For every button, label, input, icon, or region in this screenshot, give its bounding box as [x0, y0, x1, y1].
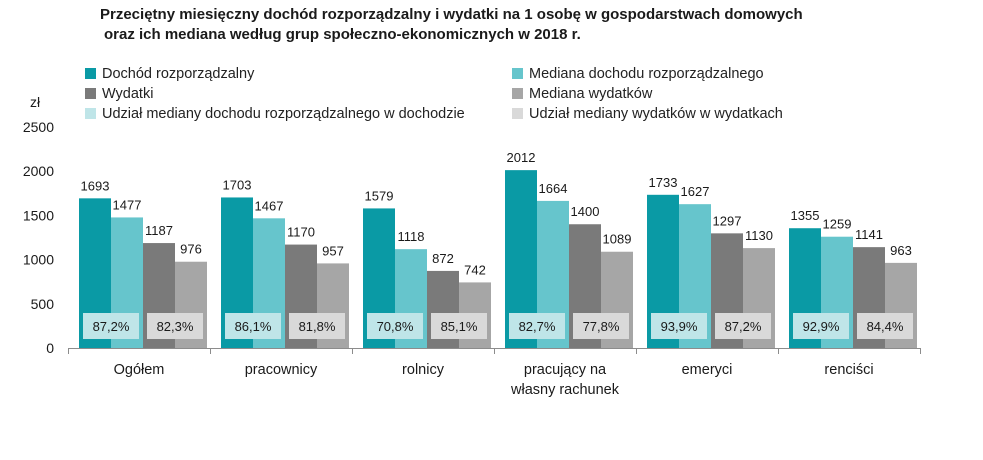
legend-item-expenses: Wydatki [85, 84, 153, 104]
share-box [651, 313, 707, 339]
bar-value-label: 1400 [571, 204, 600, 219]
share-label: 92,9% [803, 319, 840, 334]
legend-swatch-expenses-share [512, 107, 523, 119]
share-label: 84,4% [867, 319, 904, 334]
legend-swatch-expenses [85, 87, 96, 99]
share-box [147, 313, 203, 339]
bar-value-label: 1141 [855, 227, 883, 242]
share-label: 93,9% [661, 319, 698, 334]
share-label: 82,3% [157, 319, 194, 334]
legend-label-income-median: Mediana dochodu rozporządzalnego [529, 66, 764, 82]
y-tick-label: 2000 [23, 163, 54, 179]
bar-value-label: 1664 [539, 181, 568, 196]
bar-value-label: 1467 [255, 198, 284, 213]
bar-value-label: 1170 [287, 225, 315, 240]
legend-item-expenses-median: Mediana wydatków [512, 84, 652, 104]
share-label: 81,8% [299, 319, 336, 334]
legend-label-expenses: Wydatki [102, 86, 154, 102]
legend-label-expenses-share: Udział mediany wydatków w wydatkach [529, 106, 783, 122]
y-tick-label: 1500 [23, 207, 54, 223]
bar-value-label: 1089 [603, 232, 632, 247]
y-tick-label: 0 [46, 340, 54, 356]
bar-value-label: 1627 [681, 184, 710, 199]
bar-value-label: 1703 [223, 177, 252, 192]
share-box [225, 313, 281, 339]
bar-value-label: 976 [180, 242, 202, 257]
chart-title-line-1: Przeciętny miesięczny dochód rozporządza… [100, 6, 803, 23]
share-label: 85,1% [441, 319, 478, 334]
bar-value-label: 1355 [791, 208, 820, 223]
share-label: 87,2% [725, 319, 762, 334]
category-label: Ogółem [114, 362, 165, 378]
share-box [715, 313, 771, 339]
share-box [289, 313, 345, 339]
legend-label-expenses-median: Mediana wydatków [529, 86, 653, 102]
bar-value-label: 1187 [145, 223, 173, 238]
bar-value-label: 1693 [81, 178, 110, 193]
bar-value-label: 742 [464, 262, 486, 277]
share-box [573, 313, 629, 339]
bar-value-label: 963 [890, 243, 912, 258]
share-box [793, 313, 849, 339]
category-label: pracujący na [524, 362, 607, 378]
y-tick-label: 1000 [23, 252, 54, 268]
legend-item-income: Dochód rozporządzalny [85, 64, 254, 84]
bar-value-label: 957 [322, 243, 344, 258]
legend-swatch-income [85, 67, 96, 79]
category-label: renciści [824, 362, 873, 378]
legend-swatch-expenses-median [512, 87, 523, 99]
share-box [857, 313, 913, 339]
category-label: emeryci [682, 362, 733, 378]
bar-value-label: 2012 [507, 150, 536, 165]
bar-value-label: 1130 [745, 228, 773, 243]
legend-label-income-share: Udział mediany dochodu rozporządzalnego … [102, 106, 465, 122]
share-box [509, 313, 565, 339]
share-box [367, 313, 423, 339]
bar-value-label: 1477 [113, 197, 142, 212]
chart-title: Przeciętny miesięczny dochód rozporządza… [100, 5, 900, 45]
legend-item-income-median: Mediana dochodu rozporządzalnego [512, 64, 764, 84]
chart-title-line-2: oraz ich mediana według grup społeczno-e… [104, 26, 581, 43]
bar-value-label: 1259 [823, 217, 852, 232]
share-label: 87,2% [93, 319, 130, 334]
legend-label-income: Dochód rozporządzalny [102, 66, 255, 82]
share-box [83, 313, 139, 339]
share-label: 82,7% [519, 319, 556, 334]
bar-value-label: 1733 [649, 175, 678, 190]
category-label: własny rachunek [510, 382, 620, 398]
legend-item-income-share: Udział mediany dochodu rozporządzalnego … [85, 104, 465, 124]
share-label: 77,8% [583, 319, 620, 334]
y-tick-label: 2500 [23, 119, 54, 135]
y-tick-label: 500 [31, 296, 55, 312]
legend-swatch-income-median [512, 67, 523, 79]
bar-value-label: 1579 [365, 188, 394, 203]
share-box [431, 313, 487, 339]
share-label: 86,1% [235, 319, 272, 334]
bar-value-label: 1118 [398, 229, 425, 244]
category-label: pracownicy [245, 362, 318, 378]
bar-value-label: 872 [432, 251, 454, 266]
bar-value-label: 1297 [713, 213, 742, 228]
y-axis-unit-label: zł [30, 94, 41, 110]
category-label: rolnicy [402, 362, 445, 378]
legend-swatch-income-share [85, 107, 96, 119]
legend-item-expenses-share: Udział mediany wydatków w wydatkach [512, 104, 783, 124]
share-label: 70,8% [377, 319, 414, 334]
